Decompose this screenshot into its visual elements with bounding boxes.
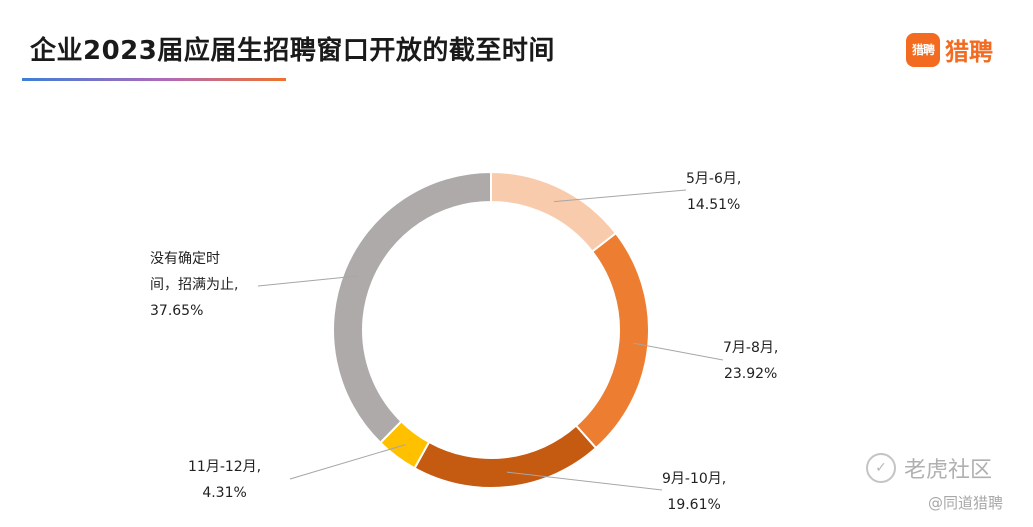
slice-label-value: 23.92% [723, 366, 778, 382]
slice-label-name: 7月-8月, [723, 340, 779, 356]
slice-label: 11月-12月, 4.31% [188, 454, 261, 506]
leader-line [506, 471, 663, 491]
watermark-text: 老虎社区 [904, 458, 993, 483]
slice-label-name: 没有确定时 [150, 251, 220, 267]
donut-slice [332, 170, 492, 445]
watermark-handle: @同道猎聘 [928, 494, 1004, 512]
slice-label-value: 19.61% [667, 497, 721, 513]
donut-slice [413, 424, 598, 489]
liepin-logo-icon: 猎聘 [906, 32, 940, 67]
slice-label-name: 11月-12月, [188, 459, 262, 475]
slice-label: 没有确定时间，招满为止, 37.65% [150, 246, 238, 324]
slice-label-name: 5月-6月, [686, 171, 742, 187]
leader-line [257, 275, 359, 287]
slice-label-value: 14.51% [686, 197, 741, 213]
leader-line [553, 189, 687, 203]
slice-label: 7月-8月, 23.92% [723, 335, 778, 387]
watermark: ✓ 老虎社区 [866, 452, 992, 484]
slice-label: 9月-10月, 19.61% [662, 466, 726, 518]
slice-label-name: 间，招满为止, [150, 277, 239, 293]
slice-label-value: 4.31% [202, 485, 247, 501]
slice-label-value: 37.65% [150, 303, 204, 319]
liepin-logo-text: 猎聘 [945, 38, 993, 66]
donut-slice [574, 231, 650, 450]
leader-line [633, 342, 724, 361]
tiger-icon: ✓ [866, 453, 896, 483]
liepin-logo: 猎聘 猎聘 [906, 32, 993, 67]
slice-label-name: 9月-10月, [662, 471, 727, 487]
page-title: 企业2023届应届生招聘窗口开放的截至时间 [30, 36, 555, 66]
leader-line [289, 444, 406, 480]
title-underline [22, 78, 286, 81]
donut-slice [490, 170, 618, 254]
slice-label: 5月-6月, 14.51% [686, 166, 741, 218]
